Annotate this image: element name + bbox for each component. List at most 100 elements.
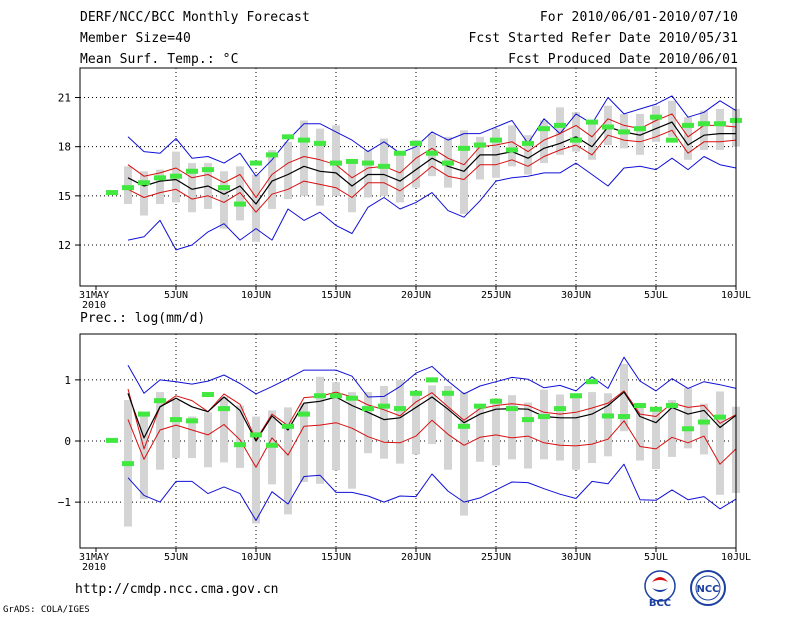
spread-bar: [572, 112, 580, 152]
observed-marker: [282, 134, 294, 140]
fcst-started-date: Fcst Started Refer Date 2010/05/31: [468, 31, 738, 46]
x-tick-label: 31MAY: [79, 290, 109, 301]
series-lower-quartile: [127, 129, 737, 213]
observed-marker: [282, 423, 294, 429]
x-tick-label: 25JUN: [481, 290, 511, 301]
ncc-logo-text: NCC: [696, 584, 719, 595]
spread-bar: [492, 398, 500, 466]
spread-bar: [412, 392, 420, 455]
observed-marker: [538, 414, 550, 420]
forecast-period: For 2010/06/01-2010/07/10: [539, 10, 738, 25]
observed-marker: [602, 413, 614, 419]
spread-bar: [396, 379, 404, 464]
spread-bar: [444, 385, 452, 470]
spread-bar: [492, 128, 500, 178]
spread-bar: [252, 174, 260, 242]
x-tick-label: 5JUN: [164, 290, 188, 301]
x-tick-label: 20JUN: [401, 290, 431, 301]
spread-bar: [508, 395, 516, 460]
observed-marker: [266, 152, 278, 158]
observed-marker: [122, 461, 134, 467]
spread-bar: [540, 120, 548, 164]
x-tick-label: 10JUN: [241, 290, 271, 301]
observed-marker: [122, 185, 134, 191]
spread-bar: [476, 136, 484, 180]
observed-marker: [554, 122, 566, 128]
spread-bar: [332, 382, 340, 471]
observed-marker: [602, 124, 614, 130]
spread-bar: [652, 409, 660, 470]
x-tick-label: 10JUL: [721, 552, 751, 563]
observed-marker: [506, 406, 518, 412]
spread-bar: [716, 108, 724, 150]
y-tick-label: 15: [58, 190, 71, 203]
spread-bar: [700, 403, 708, 455]
spread-bar: [316, 128, 324, 206]
observed-marker: [426, 377, 438, 383]
spread-bar: [556, 107, 564, 155]
observed-marker: [346, 395, 358, 401]
spread-bar: [364, 392, 372, 454]
spread-bar: [668, 400, 676, 457]
observed-marker: [106, 190, 118, 196]
spread-bar: [716, 391, 724, 495]
source-url[interactable]: http://cmdp.ncc.cma.gov.cn: [75, 582, 279, 597]
spread-bar: [300, 120, 308, 196]
observed-marker: [298, 137, 310, 143]
x-tick-label: 25JUN: [481, 552, 511, 563]
series-ensemble-min: [127, 463, 737, 521]
y-tick-label: −1: [58, 496, 71, 509]
observed-marker: [154, 398, 166, 404]
observed-marker: [234, 201, 246, 207]
observed-marker: [474, 403, 486, 409]
spread-bar: [428, 385, 436, 445]
spread-bar: [140, 171, 148, 216]
spread-bar: [588, 392, 596, 464]
spread-bar: [700, 110, 708, 150]
observed-marker: [682, 122, 694, 128]
observed-marker: [650, 114, 662, 120]
x-tick-label: 30JUN: [561, 552, 591, 563]
spread-bar: [252, 416, 260, 524]
observed-marker: [154, 175, 166, 181]
variable-label: Mean Surf. Temp.: °C: [80, 52, 239, 67]
chart-title: DERF/NCC/BCC Monthly Forecast: [80, 10, 310, 25]
header-left: DERF/NCC/BCC Monthly Forecast Member Siz…: [80, 9, 310, 72]
spread-bar: [396, 151, 404, 203]
spread-bar: [540, 389, 548, 460]
observed-marker: [410, 390, 422, 396]
spread-bar: [556, 394, 564, 461]
observed-marker: [714, 121, 726, 127]
observed-marker: [714, 414, 726, 420]
spread-bar: [412, 140, 420, 188]
observed-marker: [618, 414, 630, 420]
spread-bar: [620, 363, 628, 432]
observed-marker: [362, 406, 374, 412]
fcst-produced-date: Fcst Produced Date 2010/06/01: [508, 52, 738, 67]
y-tick-label: 21: [58, 92, 71, 105]
x-tick-label: 31MAY: [79, 552, 109, 563]
spread-bar: [156, 169, 164, 205]
spread-bar: [460, 130, 468, 214]
series-ensemble-max: [127, 356, 737, 398]
y-tick-label: 0: [64, 435, 71, 448]
observed-marker: [506, 147, 518, 153]
spread-bar: [188, 163, 196, 213]
series-ensemble-min: [127, 156, 737, 251]
spread-bar: [220, 171, 228, 229]
observed-marker: [394, 406, 406, 412]
observed-marker: [538, 126, 550, 132]
observed-marker: [378, 403, 390, 409]
series-lower-quartile: [127, 419, 737, 468]
spread-bar: [588, 122, 596, 160]
observed-marker: [426, 150, 438, 156]
observed-marker: [442, 390, 454, 396]
spread-bar: [284, 141, 292, 200]
x-tick-label: 10JUL: [721, 290, 751, 301]
observed-marker: [186, 168, 198, 174]
spread-bar: [140, 415, 148, 500]
x-tick-label: 5JUN: [164, 552, 188, 563]
observed-marker: [586, 379, 598, 385]
